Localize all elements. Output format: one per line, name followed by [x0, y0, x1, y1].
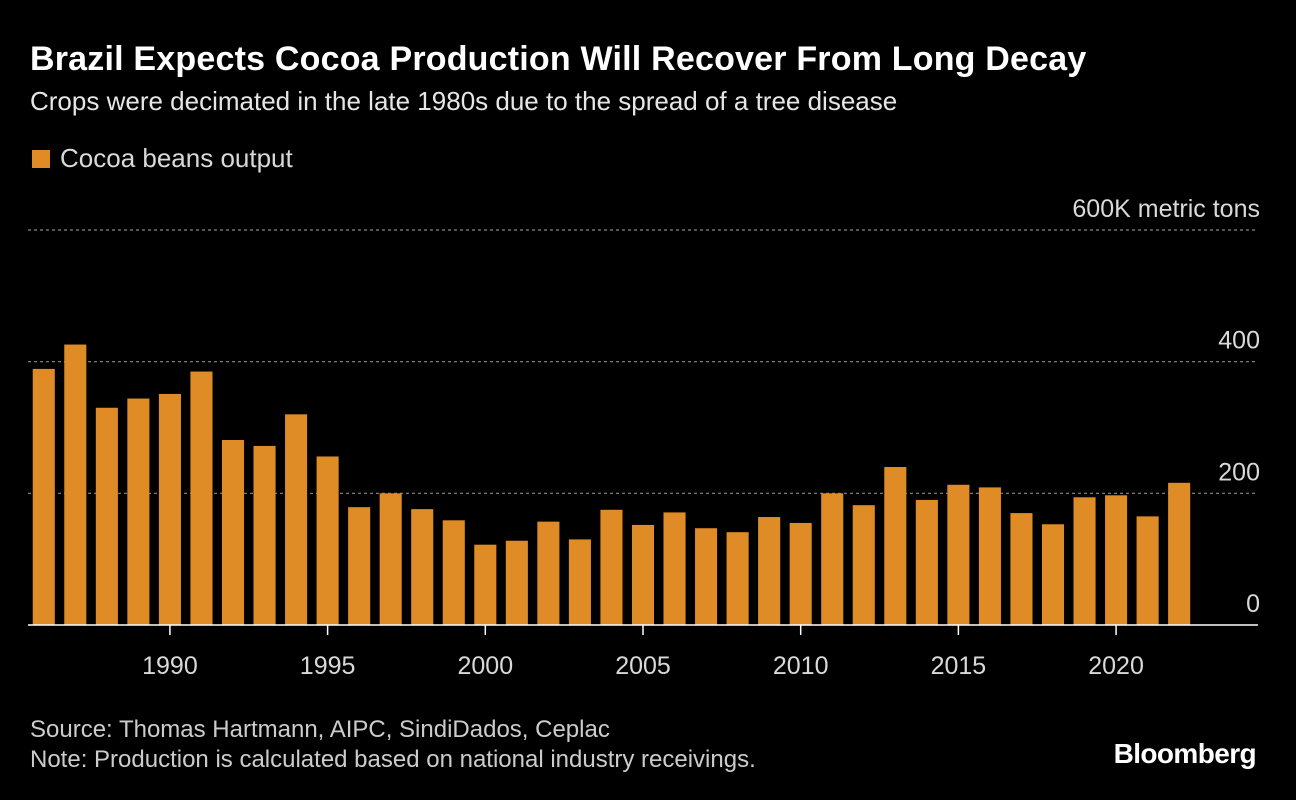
x-tick-label: 2015 — [931, 652, 987, 680]
y-tick-label: 600K metric tons — [1072, 195, 1260, 223]
bar-2015 — [947, 484, 970, 625]
x-tick-label: 1995 — [300, 652, 356, 680]
chart-title: Brazil Expects Cocoa Production Will Rec… — [30, 40, 1087, 78]
bar-2009 — [758, 517, 781, 625]
x-tick-label: 2000 — [457, 652, 513, 680]
legend-label: Cocoa beans output — [60, 143, 293, 173]
bar-1989 — [127, 398, 150, 625]
bar-1995 — [316, 456, 339, 625]
methodology-note: Note: Production is calculated based on … — [30, 746, 756, 773]
bar-1997 — [379, 493, 402, 625]
legend-swatch — [32, 149, 50, 168]
bar-2013 — [884, 467, 907, 625]
bar-1987 — [64, 344, 87, 625]
bloomberg-logo: Bloomberg — [1113, 738, 1257, 769]
bar-1999 — [442, 520, 465, 625]
bar-2010 — [789, 522, 812, 625]
x-tick-label: 2020 — [1088, 652, 1144, 680]
bar-2012 — [852, 505, 875, 625]
bar-2003 — [568, 539, 591, 625]
bar-1988 — [95, 407, 118, 625]
legend: Cocoa beans output — [32, 143, 293, 174]
bar-2007 — [695, 528, 718, 625]
bar-2005 — [631, 524, 655, 625]
bar-2014 — [915, 499, 938, 625]
bar-2020 — [1105, 495, 1128, 625]
bar-1992 — [221, 440, 245, 625]
y-tick-label: 200 — [1218, 458, 1260, 486]
source-note: Source: Thomas Hartmann, AIPC, SindiDado… — [30, 716, 610, 743]
bar-2021 — [1136, 516, 1159, 625]
bar-1998 — [411, 509, 434, 625]
x-tick-label: 1990 — [142, 652, 198, 680]
bar-2000 — [474, 544, 497, 625]
y-tick-label: 0 — [1246, 590, 1260, 618]
bar-1993 — [253, 445, 276, 625]
bar-2019 — [1073, 497, 1096, 625]
bar-1994 — [285, 414, 308, 625]
bar-2022 — [1168, 482, 1191, 625]
bar-2018 — [1041, 524, 1065, 625]
bar-1986 — [32, 368, 55, 625]
bar-2004 — [600, 509, 623, 625]
x-tick-label: 2010 — [773, 652, 829, 680]
bar-1996 — [348, 507, 371, 625]
bar-1991 — [190, 371, 213, 625]
bar-2016 — [978, 487, 1001, 625]
y-tick-label: 400 — [1218, 327, 1260, 355]
bar-2008 — [726, 532, 749, 625]
chart-subtitle: Crops were decimated in the late 1980s d… — [30, 86, 898, 116]
bar-2001 — [505, 540, 528, 625]
bar-2002 — [537, 521, 560, 625]
bar-1990 — [158, 393, 181, 625]
bar-2017 — [1010, 513, 1033, 625]
bar-2011 — [821, 493, 844, 625]
x-tick-label: 2005 — [615, 652, 671, 680]
bar-2006 — [663, 512, 686, 625]
